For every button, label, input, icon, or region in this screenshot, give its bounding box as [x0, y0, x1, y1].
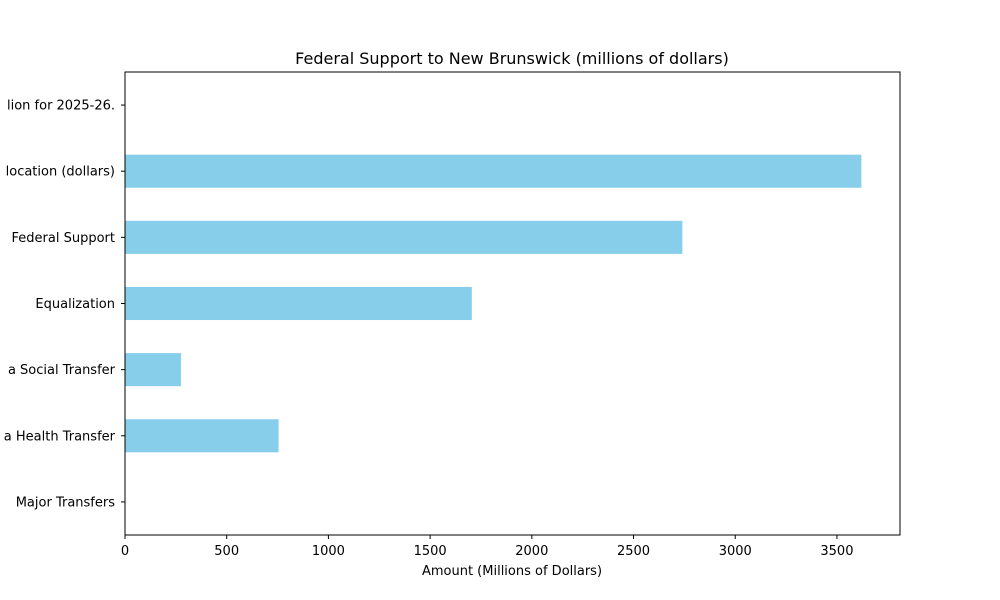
x-tick-label: 3000: [719, 544, 752, 559]
bar: [125, 154, 862, 188]
y-axis-ticks: Major Transfers a Health Transfer a Social…: [4, 99, 125, 510]
y-tick-label: Equalization: [35, 297, 115, 312]
chart-title: Federal Support to New Brunswick (millio…: [295, 49, 729, 68]
x-tick-label: 2000: [515, 544, 548, 559]
x-tick-label: 2500: [617, 544, 650, 559]
bar: [125, 419, 279, 453]
x-tick-label: 1000: [312, 544, 345, 559]
y-tick-label: Federal Support: [12, 231, 115, 246]
x-tick-label: 3500: [820, 544, 853, 559]
y-tick-label: a Social Transfer: [8, 363, 116, 378]
y-tick-label: location (dollars): [6, 165, 115, 180]
x-axis-ticks: 0 500 1000 1500 2000 2500 3000 3500: [121, 535, 853, 559]
bar: [125, 353, 181, 387]
y-tick-label: a Health Transfer: [4, 429, 116, 444]
y-tick-label: lion for 2025-26.: [7, 99, 115, 114]
x-axis-label: Amount (Millions of Dollars): [422, 564, 602, 579]
x-tick-label: 0: [121, 544, 129, 559]
bar: [125, 286, 472, 321]
y-tick-label: Major Transfers: [16, 495, 115, 510]
bars-group: [125, 154, 862, 453]
x-tick-label: 500: [214, 544, 239, 559]
bar: [125, 220, 683, 254]
x-tick-label: 1500: [414, 544, 447, 559]
